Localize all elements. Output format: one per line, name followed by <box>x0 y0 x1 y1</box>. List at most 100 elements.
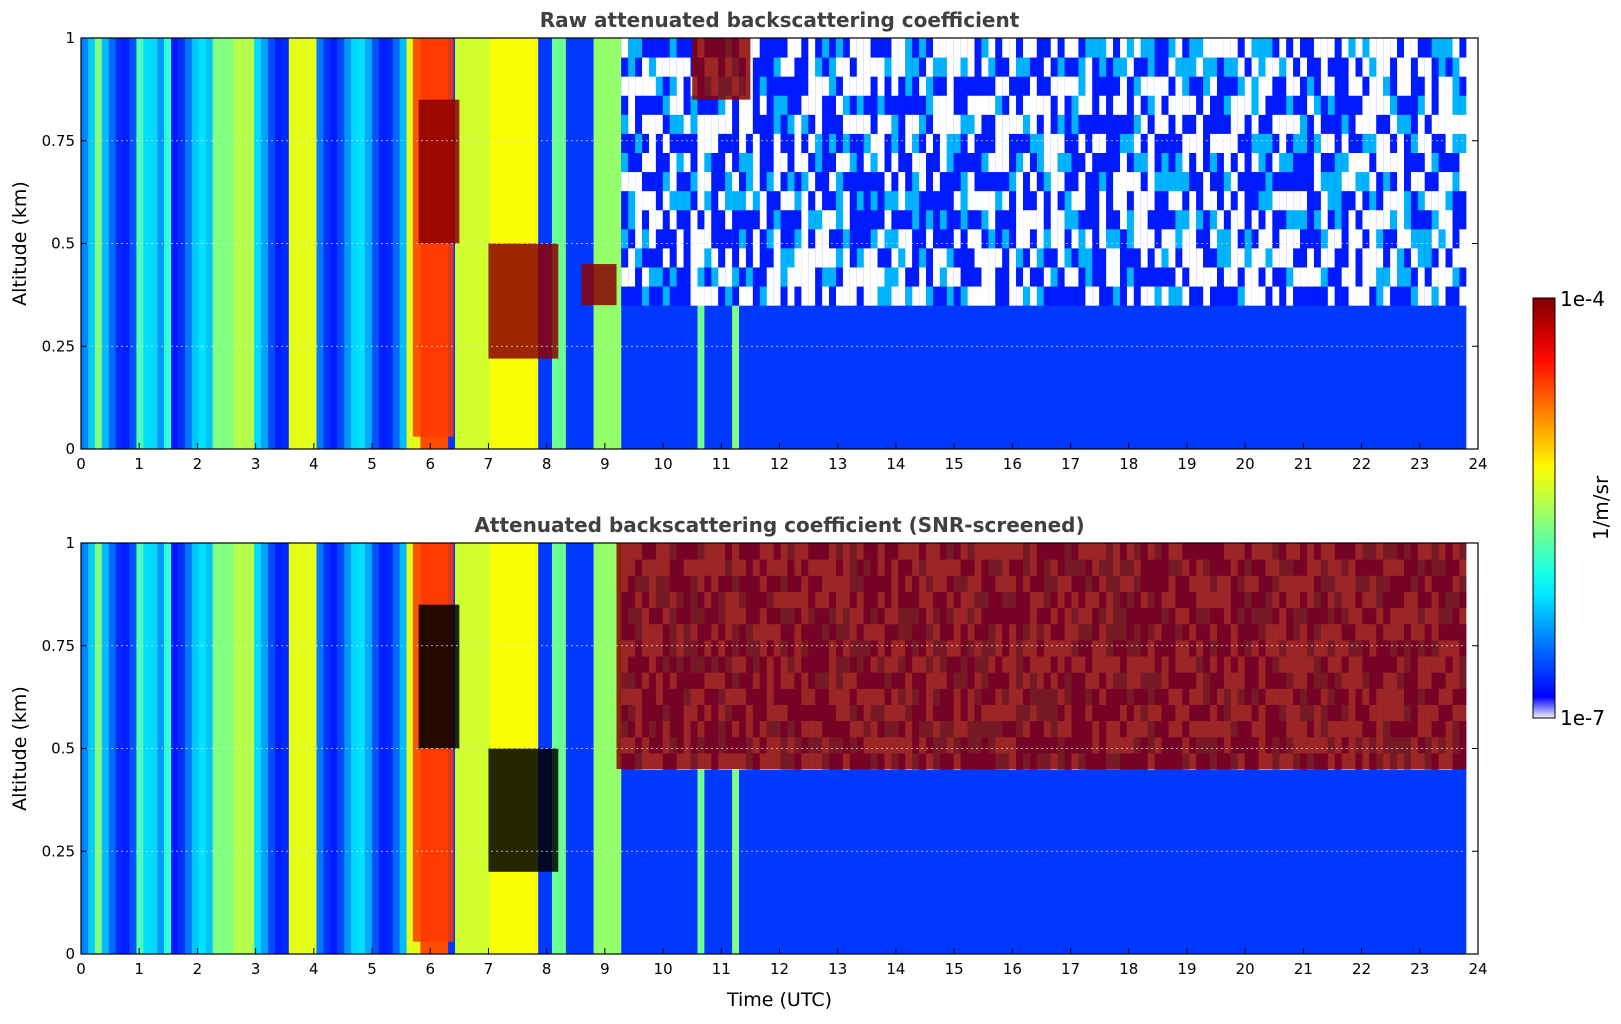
noise-cell <box>1327 247 1336 268</box>
noise-cell <box>1362 171 1370 192</box>
noise-cell <box>1078 114 1086 134</box>
noise-cell <box>849 57 858 77</box>
noise-cell <box>1189 133 1197 153</box>
y-tick-label: 0 <box>65 945 75 963</box>
noise-cell <box>1182 247 1190 268</box>
noise-cell <box>1064 38 1073 58</box>
noise-cell <box>676 133 685 153</box>
noise-cell <box>1369 133 1377 153</box>
noise-cell <box>1050 190 1059 211</box>
time-column <box>330 38 338 449</box>
noise-cell <box>939 228 948 249</box>
noise-cell <box>1106 57 1114 77</box>
noise-cell <box>1113 95 1121 115</box>
noise-cell <box>1210 114 1218 134</box>
noise-cell <box>773 152 782 173</box>
noise-cell <box>628 38 636 58</box>
noise-cell <box>939 190 948 211</box>
noise-cell <box>926 76 934 96</box>
noise-cell <box>1334 76 1343 96</box>
noise-cell <box>745 266 754 287</box>
noise-cell <box>1431 190 1440 211</box>
noise-cell <box>1036 38 1045 58</box>
noise-cell <box>1064 228 1073 249</box>
noise-cell <box>1452 38 1460 58</box>
noise-cell <box>967 57 976 77</box>
noise-cell <box>1029 228 1038 249</box>
noise-cell <box>1383 38 1391 58</box>
noise-cell <box>905 171 913 192</box>
noise-cell <box>863 190 872 211</box>
noise-cell <box>1147 286 1156 306</box>
noise-cell <box>1244 286 1253 306</box>
noise-cell <box>1438 76 1447 96</box>
noise-cell <box>1182 95 1190 115</box>
noise-cell <box>1307 133 1315 153</box>
noise-cell <box>1113 171 1121 192</box>
noise-cell <box>1036 76 1045 96</box>
noise-cell <box>1355 171 1363 192</box>
noise-cell <box>1147 171 1156 192</box>
noise-cell <box>877 247 886 268</box>
noise-cell <box>1029 247 1038 268</box>
noise-cell <box>1175 228 1183 249</box>
x-tick-label: 1 <box>134 455 144 473</box>
noise-cell <box>655 57 664 77</box>
noise-cell <box>1140 152 1149 173</box>
noise-cell <box>1043 38 1052 58</box>
noise-cell <box>1258 171 1266 192</box>
noise-cell <box>1029 38 1038 58</box>
noise-cell <box>1085 286 1093 306</box>
noise-cell <box>1002 247 1010 268</box>
noise-cell <box>870 57 879 77</box>
noise-cell <box>1293 228 1301 249</box>
noise-cell <box>1057 38 1066 58</box>
noise-cell <box>1397 286 1405 306</box>
noise-cell <box>1320 95 1329 115</box>
noise-cell <box>697 190 705 211</box>
noise-cell <box>815 95 823 115</box>
noise-cell <box>1265 171 1273 192</box>
noise-cell <box>946 133 955 153</box>
noise-cell <box>1251 76 1260 96</box>
noise-cell <box>780 190 789 211</box>
noise-cell <box>1410 38 1419 58</box>
noise-cell <box>974 171 982 192</box>
noise-cell <box>1092 247 1100 268</box>
noise-cell <box>690 190 698 211</box>
noise-cell <box>676 152 685 173</box>
noise-cell <box>711 228 719 249</box>
noise-cell <box>1182 171 1190 192</box>
noise-cell <box>1445 133 1454 153</box>
noise-cell <box>739 171 747 192</box>
noise-cell <box>759 266 768 287</box>
noise-cell <box>697 114 705 134</box>
noise-cell <box>1120 38 1128 58</box>
noise-cell <box>739 190 747 211</box>
noise-cell <box>1071 286 1079 306</box>
noise-cell <box>1216 247 1225 268</box>
noise-cell <box>655 114 664 134</box>
noise-cell <box>932 171 941 192</box>
time-column <box>330 543 338 954</box>
noise-cell <box>1404 95 1412 115</box>
noise-cell <box>1230 171 1239 192</box>
noise-cell <box>1348 209 1357 230</box>
noise-cell <box>1182 266 1190 287</box>
time-column <box>316 543 324 954</box>
noise-cell <box>711 190 719 211</box>
noise-cell <box>1071 228 1079 249</box>
noise-cell <box>1126 228 1135 249</box>
noise-cell <box>1286 209 1294 230</box>
x-tick-label: 16 <box>1003 960 1022 978</box>
noise-cell <box>628 228 636 249</box>
noise-cell <box>1175 95 1183 115</box>
noise-cell <box>1016 95 1024 115</box>
noise-cell <box>711 247 719 268</box>
noise-cell <box>1168 114 1176 134</box>
noise-cell <box>732 114 740 134</box>
noise-cell <box>1078 228 1086 249</box>
y-axis-label: Altitude (km) <box>9 181 31 306</box>
noise-cell <box>1390 228 1398 249</box>
noise-cell <box>1161 114 1170 134</box>
